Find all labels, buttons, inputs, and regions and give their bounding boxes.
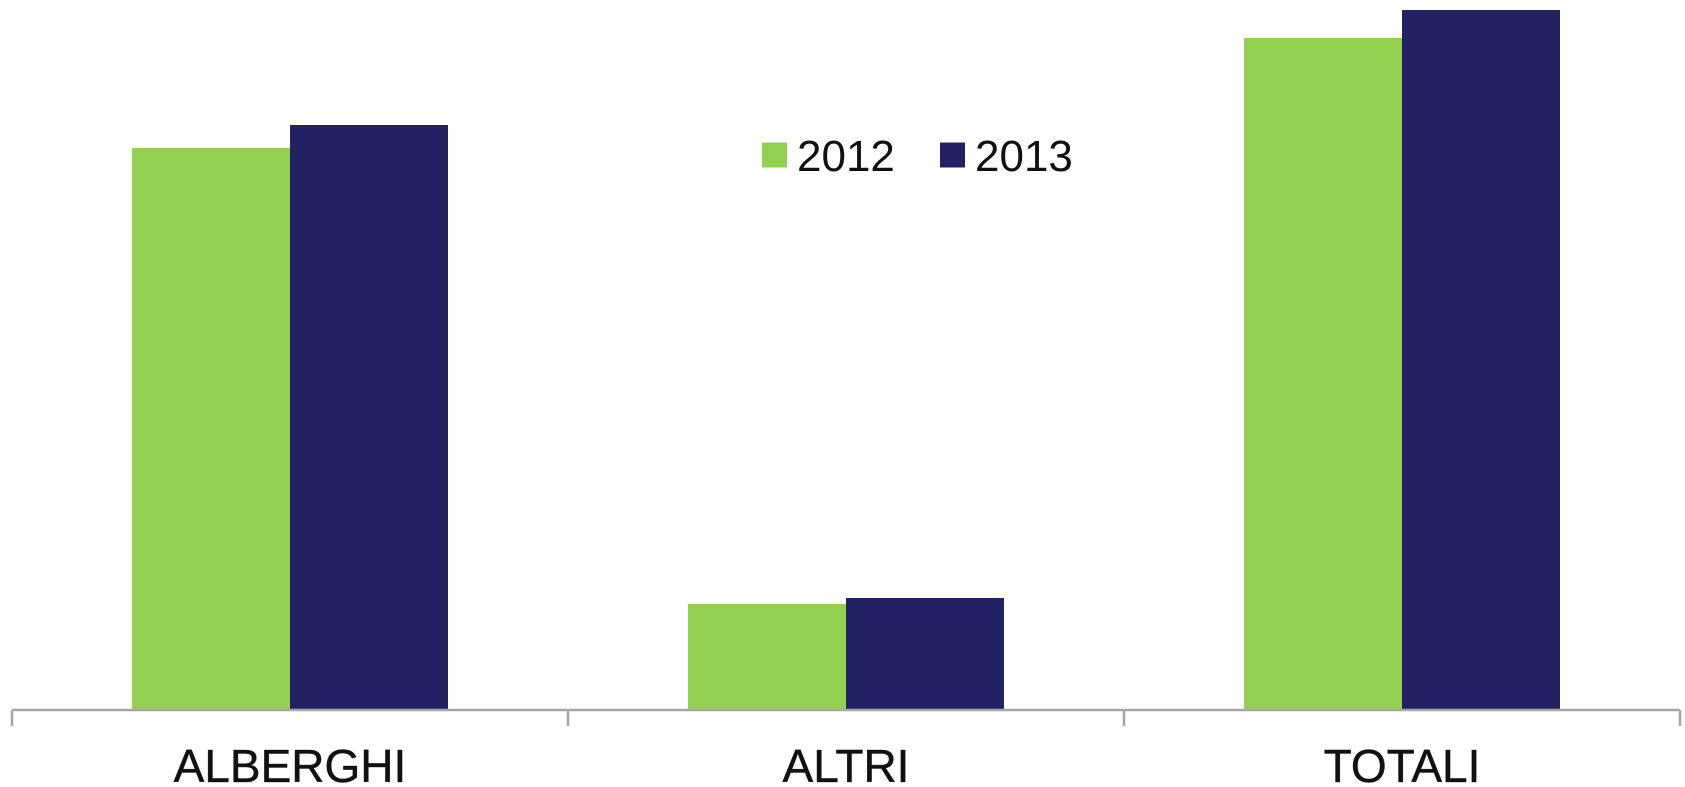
x-tick-label-alberghi: ALBERGHI [174,740,407,787]
x-tick-label-altri: ALTRI [783,740,910,787]
bar-altri-2013 [846,598,1004,710]
bar-totali-2013 [1402,10,1560,710]
legend: 2012 2013 [762,132,1073,181]
bar-alberghi-2012 [132,148,290,710]
x-tick-label-totali: TOTALI [1324,740,1481,787]
x-tick-labels: ALBERGHI ALTRI TOTALI [173,740,1481,787]
bar-alberghi-2013 [290,125,448,710]
legend-swatch-2012 [762,142,787,168]
bars-group [132,10,1560,710]
legend-label-2013: 2013 [975,132,1073,181]
bar-totali-2012 [1244,38,1402,710]
legend-label-2012: 2012 [797,132,895,181]
legend-swatch-2013 [940,142,965,168]
x-axis [10,708,1682,726]
bar-altri-2012 [688,604,846,710]
